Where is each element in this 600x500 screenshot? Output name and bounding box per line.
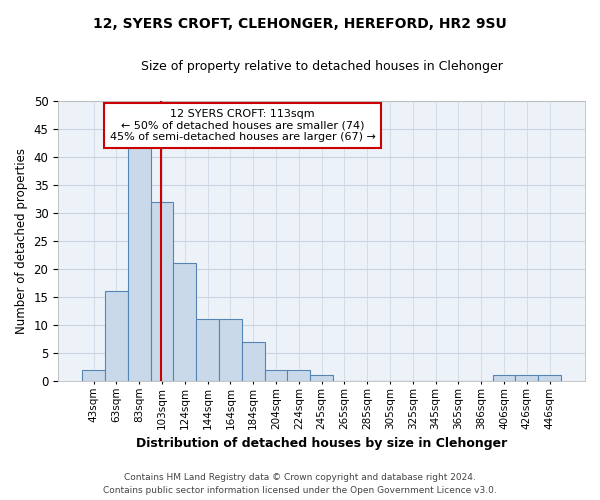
Bar [515,376,538,381]
Bar [310,376,333,381]
Bar [105,291,128,381]
Y-axis label: Number of detached properties: Number of detached properties [15,148,28,334]
Bar [151,202,173,381]
Bar [82,370,105,381]
Text: 12 SYERS CROFT: 113sqm
← 50% of detached houses are smaller (74)
45% of semi-det: 12 SYERS CROFT: 113sqm ← 50% of detached… [110,109,376,142]
Text: 12, SYERS CROFT, CLEHONGER, HEREFORD, HR2 9SU: 12, SYERS CROFT, CLEHONGER, HEREFORD, HR… [93,18,507,32]
Bar [493,376,515,381]
Bar [196,320,219,381]
Bar [128,146,151,381]
Bar [173,263,196,381]
Bar [538,376,561,381]
Title: Size of property relative to detached houses in Clehonger: Size of property relative to detached ho… [140,60,503,73]
Bar [219,320,242,381]
Text: Contains HM Land Registry data © Crown copyright and database right 2024.
Contai: Contains HM Land Registry data © Crown c… [103,474,497,495]
X-axis label: Distribution of detached houses by size in Clehonger: Distribution of detached houses by size … [136,437,507,450]
Bar [242,342,265,381]
Bar [265,370,287,381]
Bar [287,370,310,381]
